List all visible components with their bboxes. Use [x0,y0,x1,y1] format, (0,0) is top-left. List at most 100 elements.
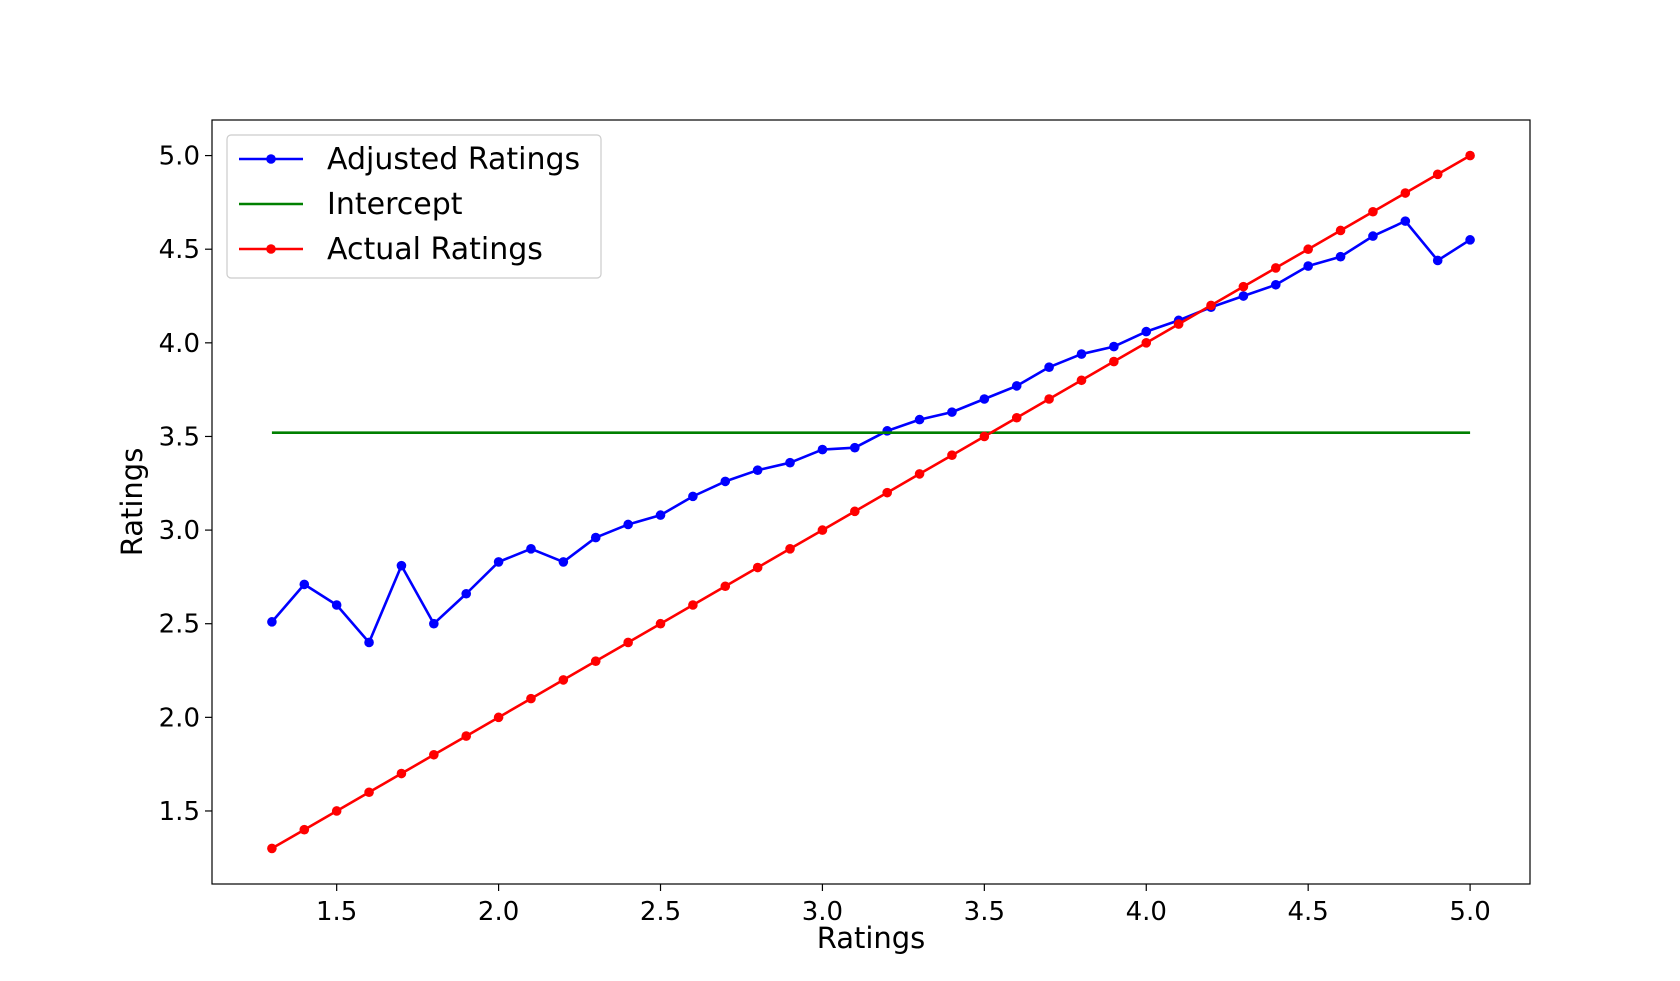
y-axis-label: Ratings [115,448,149,557]
x-tick-label: 5.0 [1449,897,1490,927]
series-line-adjusted-ratings [270,219,1471,644]
data-point-actual-ratings [429,749,439,760]
data-point-actual-ratings [558,675,569,685]
data-point-actual-ratings [655,618,666,629]
data-point-adjusted-ratings [1076,349,1087,359]
data-point-actual-ratings [914,469,925,479]
data-point-adjusted-ratings [1044,362,1054,372]
data-point-actual-ratings [267,843,277,854]
y-tick-label: 2.5 [159,610,200,640]
data-point-adjusted-ratings [331,600,342,610]
axes-frame [211,119,1531,885]
legend-label-intercept: Intercept [327,187,463,222]
data-point-actual-ratings [947,450,957,460]
x-axis-label: Ratings [817,921,926,955]
data-point-adjusted-ratings [461,588,472,599]
data-point-adjusted-ratings [1141,326,1152,337]
data-point-actual-ratings [396,768,407,779]
data-point-adjusted-ratings [655,510,666,520]
data-point-actual-ratings [1011,412,1022,423]
data-point-adjusted-ratings [688,491,698,502]
data-point-adjusted-ratings [785,457,795,468]
data-point-adjusted-ratings [1432,255,1443,266]
x-tick-label: 2.0 [478,897,519,927]
data-point-adjusted-ratings [979,394,990,404]
data-point-adjusted-ratings [493,557,504,567]
data-point-adjusted-ratings [914,414,925,425]
data-point-adjusted-ratings [817,444,828,455]
x-tick-label: 3.0 [802,897,843,927]
data-point-adjusted-ratings [1270,279,1281,290]
data-point-adjusted-ratings [752,465,763,475]
y-tick-label: 2.0 [159,703,200,733]
data-point-adjusted-ratings [1368,231,1378,241]
data-point-adjusted-ratings [429,618,439,629]
y-tick-label: 4.0 [159,329,200,359]
x-tick-label: 4.5 [1287,897,1328,927]
data-point-adjusted-ratings [1238,291,1249,301]
legend-marker-actual-ratings [266,244,276,254]
x-tick-label: 4.0 [1126,897,1167,927]
y-tick-label: 3.5 [159,422,200,452]
data-point-actual-ratings [817,525,828,535]
data-point-actual-ratings [1400,188,1411,198]
data-point-actual-ratings [688,600,698,610]
data-point-actual-ratings [1335,225,1346,236]
y-tick-label: 5.0 [159,142,200,172]
legend-marker-adjusted-ratings [266,154,276,164]
legend: Adjusted Ratings Intercept Actual Ratings [226,134,602,279]
data-point-actual-ratings [493,712,504,723]
data-point-adjusted-ratings [1465,235,1475,245]
data-point-actual-ratings [1109,356,1119,367]
data-point-adjusted-ratings [1109,341,1119,352]
data-point-actual-ratings [299,824,310,835]
data-point-adjusted-ratings [590,532,601,543]
data-point-adjusted-ratings [623,519,633,530]
legend-label-actual-ratings: Actual Ratings [327,232,543,267]
data-point-adjusted-ratings [526,544,536,554]
x-tick-label: 2.5 [640,897,681,927]
data-point-actual-ratings [979,431,990,442]
axes: 1.5 2.0 2.5 3.0 3.5 4.0 4.5 5.0 1.5 2.0 2.5 3.0 3.5 4… [159,119,1531,927]
data-point-adjusted-ratings [1303,261,1313,271]
data-point-adjusted-ratings [720,476,731,487]
data-point-adjusted-ratings [364,637,374,648]
x-tick-label: 3.5 [964,897,1005,927]
data-point-adjusted-ratings [1011,381,1022,391]
data-point-actual-ratings [461,731,472,741]
data-point-actual-ratings [1465,150,1475,161]
data-point-actual-ratings [1206,300,1216,311]
data-point-adjusted-ratings [850,442,860,453]
data-point-adjusted-ratings [947,407,957,417]
data-point-actual-ratings [1303,244,1313,255]
data-point-adjusted-ratings [299,579,310,590]
data-point-adjusted-ratings [1400,216,1411,226]
data-point-actual-ratings [1173,319,1184,329]
data-point-adjusted-ratings [396,560,407,571]
data-point-actual-ratings [1238,281,1249,292]
data-point-actual-ratings [752,562,763,573]
legend-box [226,134,602,279]
data-point-actual-ratings [623,637,633,648]
plot-area [267,150,1475,854]
y-tick-label: 1.5 [159,797,200,827]
data-point-adjusted-ratings [882,426,892,436]
data-point-actual-ratings [526,693,536,704]
data-point-actual-ratings [331,806,342,816]
data-point-actual-ratings [1076,375,1087,386]
data-point-actual-ratings [1044,394,1054,404]
series-line-actual-ratings [271,154,1471,850]
x-tick-label: 1.5 [316,897,357,927]
data-point-actual-ratings [1432,169,1443,180]
data-point-actual-ratings [364,787,374,798]
data-point-actual-ratings [850,506,860,517]
data-point-actual-ratings [720,581,731,592]
data-point-actual-ratings [785,544,795,554]
data-point-adjusted-ratings [558,557,569,567]
data-point-actual-ratings [1368,206,1378,217]
y-tick-label: 4.5 [159,235,200,265]
data-point-actual-ratings [1141,338,1152,348]
data-point-actual-ratings [882,487,892,498]
data-point-actual-ratings [590,656,601,666]
